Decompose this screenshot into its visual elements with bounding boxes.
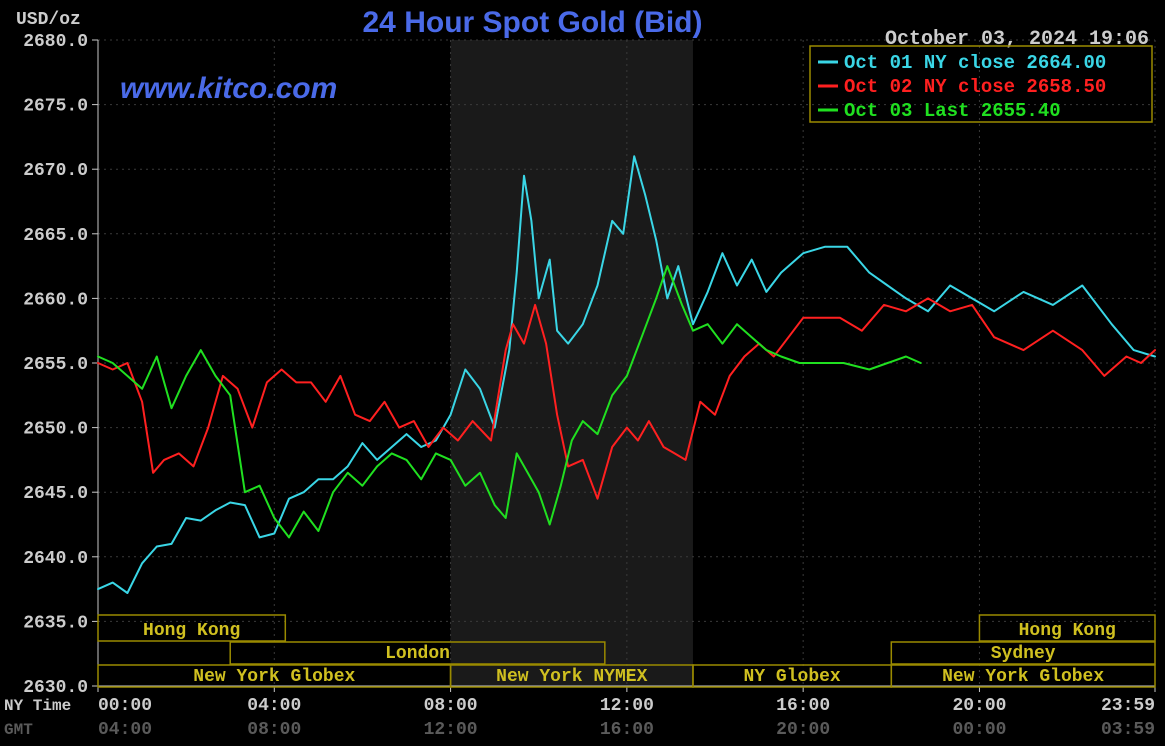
session-label: Sydney <box>991 644 1056 664</box>
gmt-label: GMT <box>4 721 33 739</box>
nytime-tick-label: 08:00 <box>424 696 478 716</box>
y-tick-label: 2680.0 <box>23 32 88 52</box>
gmt-tick-label: 00:00 <box>952 720 1006 740</box>
gmt-tick-label: 16:00 <box>600 720 654 740</box>
chart-title: 24 Hour Spot Gold (Bid) <box>363 6 703 39</box>
session-label: New York Globex <box>942 667 1104 687</box>
nytime-tick-label: 12:00 <box>600 696 654 716</box>
legend-label: Oct 03 Last 2655.40 <box>844 100 1061 122</box>
y-tick-label: 2660.0 <box>23 290 88 310</box>
nytime-tick-label: 16:00 <box>776 696 830 716</box>
session-label: Hong Kong <box>1019 621 1116 641</box>
nytime-tick-label: 04:00 <box>247 696 301 716</box>
session-label: Hong Kong <box>143 621 240 641</box>
y-tick-label: 2635.0 <box>23 613 88 633</box>
session-label: New York Globex <box>193 667 355 687</box>
gmt-tick-label: 03:59 <box>1101 720 1155 740</box>
legend-label: Oct 01 NY close 2664.00 <box>844 52 1106 74</box>
session-label: NY Globex <box>744 667 841 687</box>
gmt-tick-label: 04:00 <box>98 720 152 740</box>
gmt-tick-label: 08:00 <box>247 720 301 740</box>
y-tick-label: 2655.0 <box>23 355 88 375</box>
gmt-tick-label: 20:00 <box>776 720 830 740</box>
y-tick-label: 2670.0 <box>23 161 88 181</box>
nytime-label: NY Time <box>4 697 71 715</box>
gmt-tick-label: 12:00 <box>424 720 478 740</box>
timestamp: October 03, 2024 19:06 <box>885 28 1149 51</box>
y-tick-label: 2630.0 <box>23 678 88 698</box>
legend-label: Oct 02 NY close 2658.50 <box>844 76 1106 98</box>
session-label: London <box>385 644 450 664</box>
gold-price-chart: 2630.0 2635.0 2640.0 2645.0 2650.0 2655.0 2660… <box>0 0 1165 746</box>
y-tick-label: 2645.0 <box>23 484 88 504</box>
y-tick-label: 2650.0 <box>23 420 88 440</box>
chart-container: 2630.0 2635.0 2640.0 2645.0 2650.0 2655.0 2660… <box>0 0 1165 746</box>
y-tick-label: 2640.0 <box>23 549 88 569</box>
y-axis-label: USD/oz <box>16 10 81 30</box>
nytime-tick-label: 23:59 <box>1101 696 1155 716</box>
watermark: www.kitco.com <box>120 72 337 105</box>
nytime-tick-label: 20:00 <box>952 696 1006 716</box>
y-tick-label: 2675.0 <box>23 97 88 117</box>
y-tick-label: 2665.0 <box>23 226 88 246</box>
nytime-tick-label: 00:00 <box>98 696 152 716</box>
session-label: New York NYMEX <box>496 667 647 687</box>
